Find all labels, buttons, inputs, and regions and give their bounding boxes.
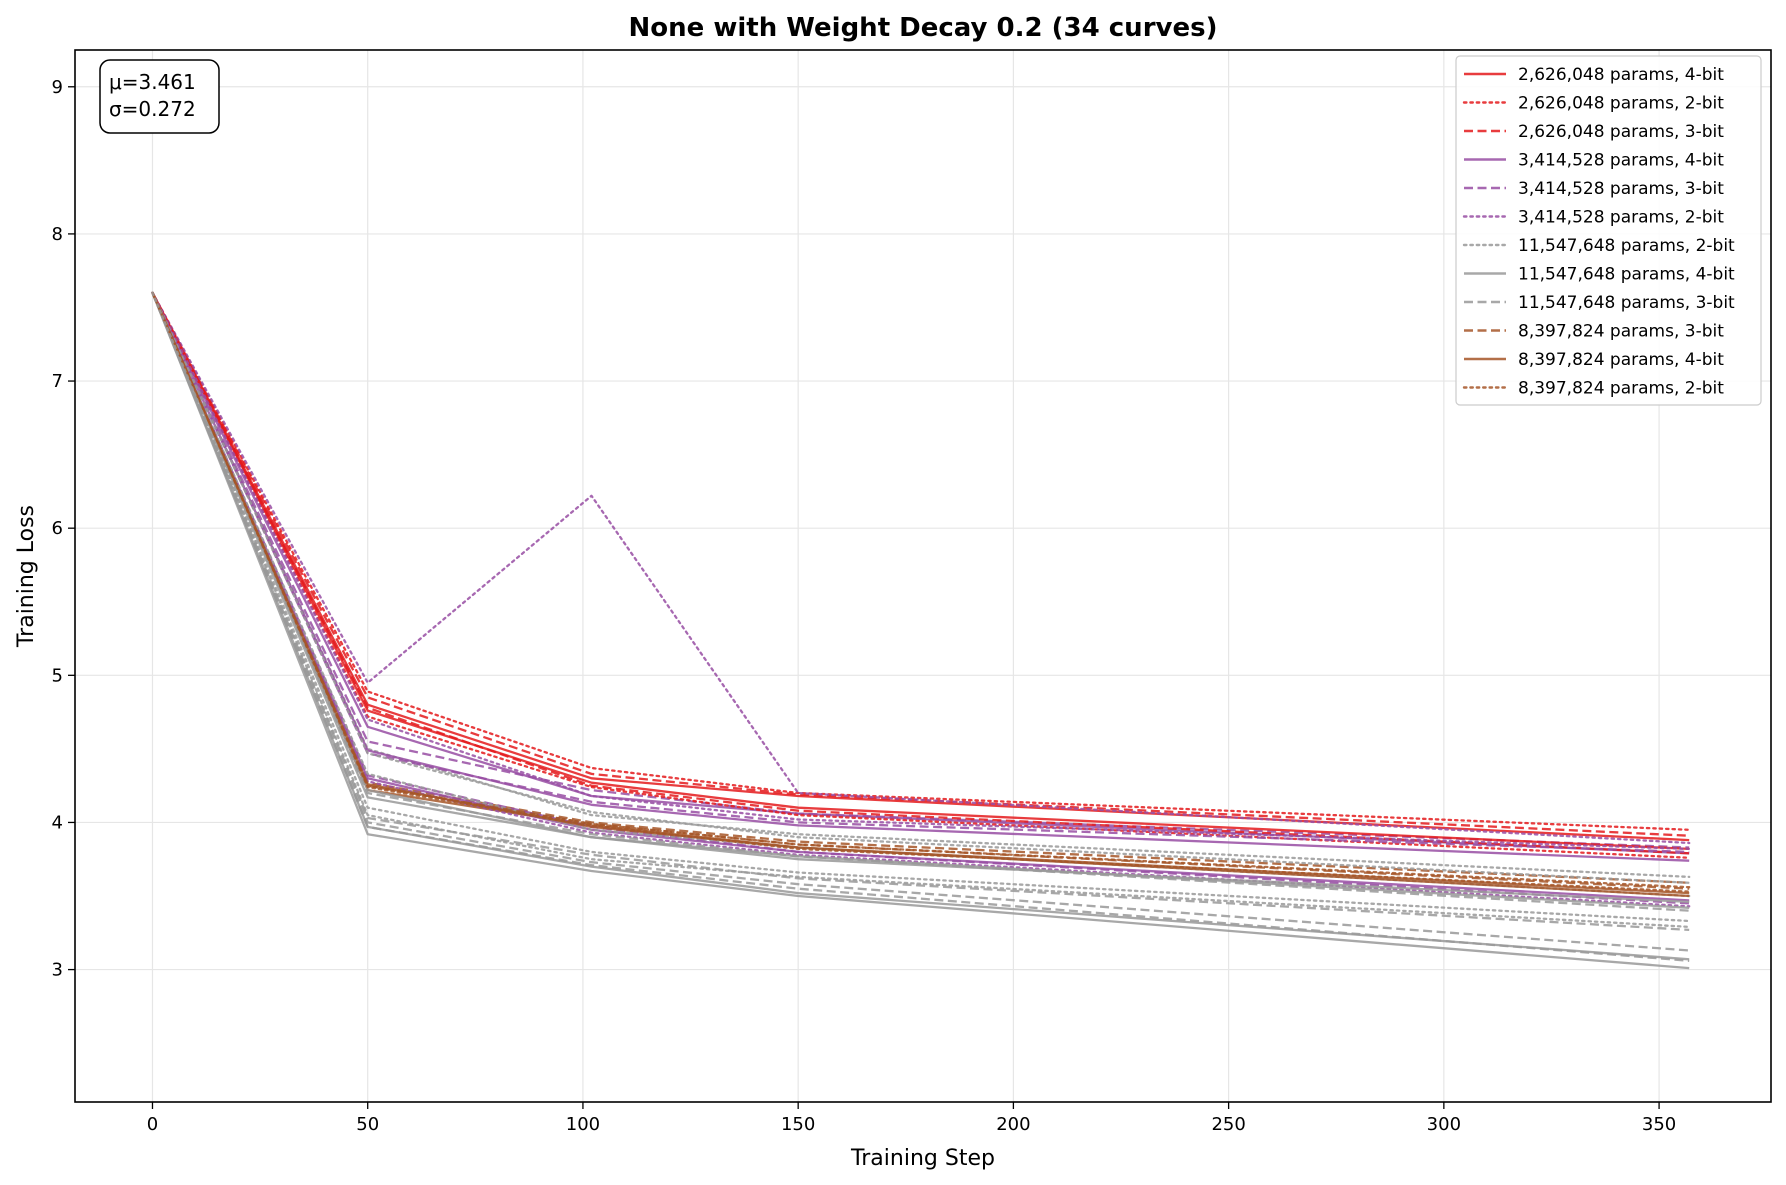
series-line [151,291,1691,929]
axis-ticks: 0 50 100 150 200 250 300 350 3 4 5 6 7 8 9 [52,77,1677,1135]
series-line [151,291,1691,923]
series-line [151,291,1691,831]
legend-item: 3,414,528 params, 2-bit [1462,208,1724,228]
stats-std: σ=0.272 [109,97,196,121]
plot-area-frame [74,49,1772,1103]
series-line [151,291,1691,884]
series-lines [151,291,1691,970]
series-line [151,292,1690,962]
x-tick-label: 200 [996,1114,1030,1135]
y-tick-label: 7 [52,371,63,392]
legend-item: 8,397,824 params, 4-bit [1464,350,1724,370]
stats-box: μ=3.461 σ=0.272 [99,59,220,134]
series-line [151,292,1690,912]
legend-item: 3,414,528 params, 3-bit [1464,179,1724,199]
legend-label: 8,397,824 params, 4-bit [1518,350,1724,370]
x-axis-label: Training Step [850,1146,995,1171]
series-line [151,292,1690,855]
stats-mean: μ=3.461 [109,70,196,94]
y-tick-label: 9 [52,77,63,98]
series-line [151,292,1690,862]
legend-label: 2,626,048 params, 2-bit [1518,94,1724,114]
series-line [151,291,1691,908]
legend-item: 3,414,528 params, 4-bit [1464,151,1724,171]
legend-label: 11,547,648 params, 3-bit [1518,293,1735,313]
series-line [151,291,1691,859]
legend-label: 2,626,048 params, 3-bit [1518,122,1724,142]
legend-item: 8,397,824 params, 3-bit [1464,322,1724,342]
legend-item: 2,626,048 params, 4-bit [1464,65,1724,85]
legend-item: 2,626,048 params, 2-bit [1462,94,1724,114]
x-tick-label: 0 [147,1114,158,1135]
legend-label: 3,414,528 params, 2-bit [1518,208,1724,228]
x-tick-label: 350 [1642,1114,1676,1135]
chart-title: None with Weight Decay 0.2 (34 curves) [629,13,1218,43]
legend-frame [1455,55,1762,406]
legend: 2,626,048 params, 4-bit 2,626,048 params,… [1455,55,1762,406]
x-tick-label: 250 [1211,1114,1245,1135]
legend-label: 8,397,824 params, 2-bit [1518,379,1724,399]
legend-item: 11,547,648 params, 2-bit [1462,236,1735,256]
legend-label: 3,414,528 params, 3-bit [1518,179,1724,199]
legend-item: 11,547,648 params, 3-bit [1464,293,1735,313]
series-line [151,292,1690,970]
series-line [151,292,1690,837]
y-tick-label: 6 [52,518,63,539]
series-line [151,292,1690,855]
legend-label: 11,547,648 params, 2-bit [1518,236,1735,256]
legend-label: 3,414,528 params, 4-bit [1518,151,1724,171]
legend-label: 8,397,824 params, 3-bit [1518,322,1724,342]
legend-label: 2,626,048 params, 4-bit [1518,65,1724,85]
y-axis-label: Training Loss [14,505,39,648]
series-line [151,291,1691,893]
x-tick-label: 50 [356,1114,379,1135]
legend-label: 11,547,648 params, 4-bit [1518,265,1735,285]
y-tick-label: 8 [52,224,63,245]
x-tick-label: 150 [781,1114,815,1135]
legend-item: 2,626,048 params, 3-bit [1464,122,1724,142]
y-tick-label: 5 [52,665,63,686]
series-line [151,291,1691,845]
y-tick-label: 4 [52,812,63,833]
y-tick-label: 3 [52,960,63,981]
legend-item: 8,397,824 params, 2-bit [1462,379,1724,399]
x-tick-label: 300 [1427,1114,1461,1135]
legend-item: 11,547,648 params, 4-bit [1464,265,1735,285]
x-tick-label: 100 [566,1114,600,1135]
